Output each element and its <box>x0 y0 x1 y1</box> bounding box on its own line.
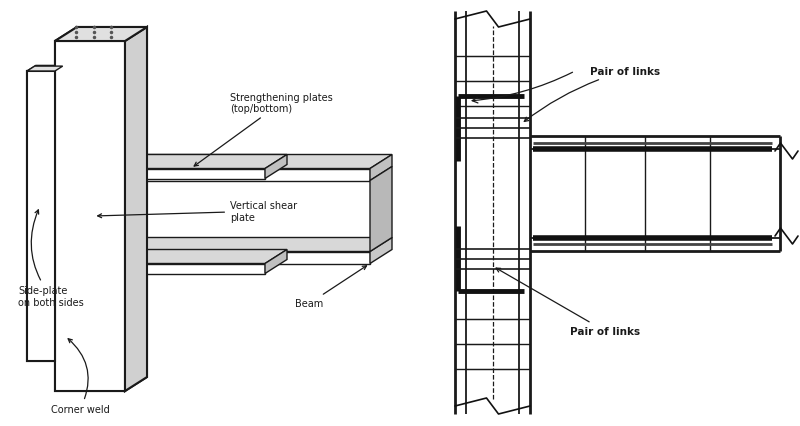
Text: Corner weld: Corner weld <box>50 339 110 414</box>
Polygon shape <box>60 155 287 169</box>
Polygon shape <box>55 42 125 391</box>
Polygon shape <box>265 250 287 274</box>
Polygon shape <box>60 264 265 274</box>
Text: Pair of links: Pair of links <box>524 67 660 122</box>
Polygon shape <box>125 28 147 391</box>
Polygon shape <box>370 155 392 181</box>
Polygon shape <box>94 181 103 252</box>
Text: Side-plate
on both sides: Side-plate on both sides <box>18 210 84 307</box>
Polygon shape <box>27 72 55 361</box>
Polygon shape <box>60 250 287 264</box>
Text: Pair of links: Pair of links <box>496 268 640 336</box>
Polygon shape <box>27 72 125 361</box>
Polygon shape <box>55 28 147 42</box>
Polygon shape <box>55 28 147 42</box>
Polygon shape <box>125 238 392 252</box>
Text: Beam: Beam <box>295 266 366 309</box>
Polygon shape <box>265 155 287 179</box>
Polygon shape <box>125 28 147 391</box>
Polygon shape <box>27 66 134 72</box>
Polygon shape <box>370 167 392 252</box>
Polygon shape <box>60 169 265 179</box>
Polygon shape <box>27 67 62 72</box>
Polygon shape <box>125 252 370 264</box>
Text: Vertical shear
plate: Vertical shear plate <box>98 201 297 222</box>
Polygon shape <box>125 169 370 181</box>
Polygon shape <box>125 155 392 169</box>
Text: Strengthening plates
(top/bottom): Strengthening plates (top/bottom) <box>194 93 333 167</box>
Polygon shape <box>55 42 125 391</box>
Polygon shape <box>370 238 392 264</box>
Polygon shape <box>125 181 133 252</box>
